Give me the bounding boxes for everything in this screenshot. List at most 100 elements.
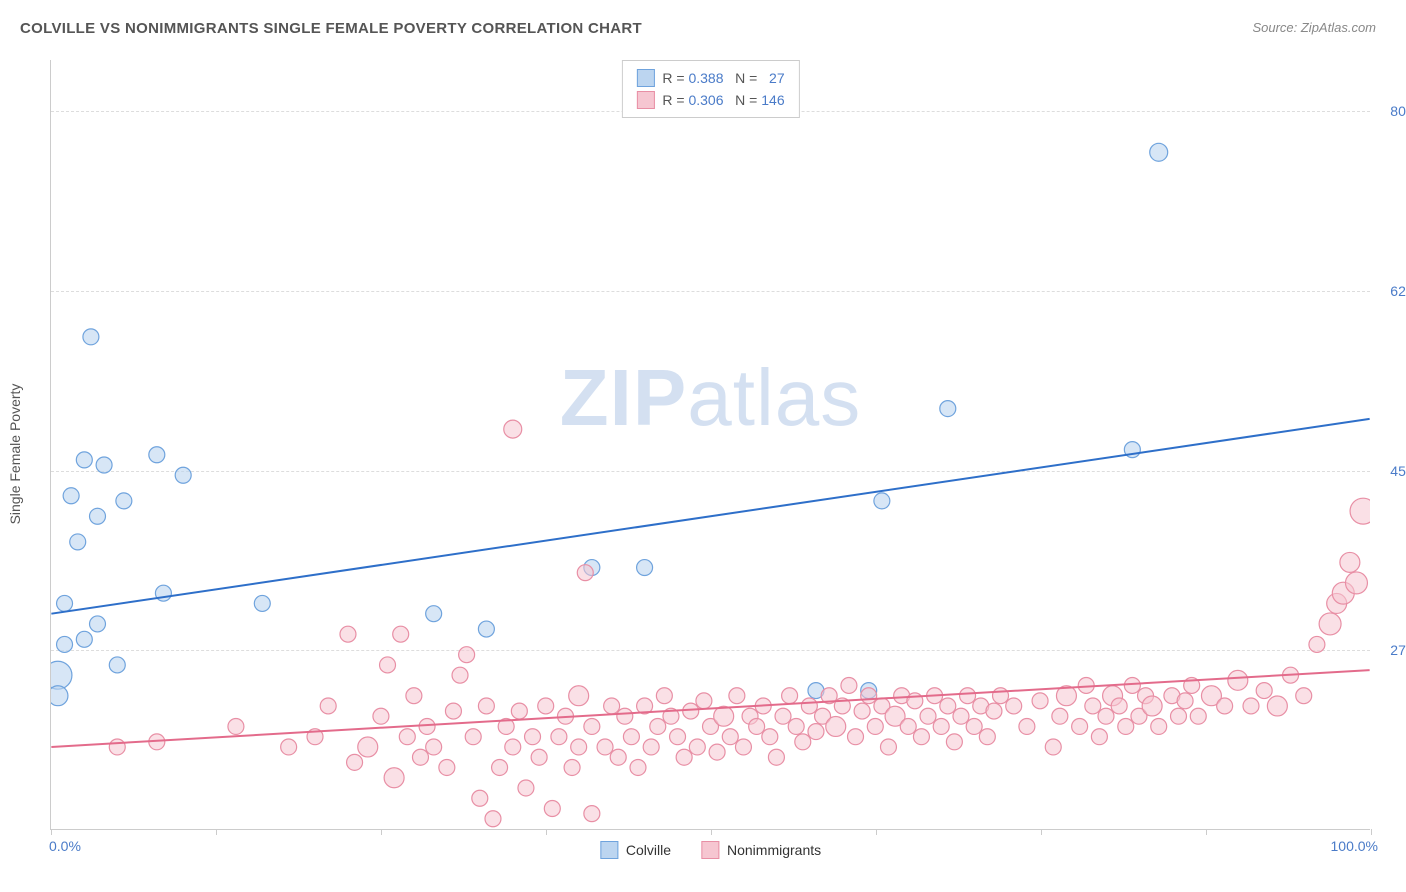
data-point xyxy=(1151,718,1167,734)
data-point xyxy=(900,718,916,734)
data-point xyxy=(689,739,705,755)
x-tick xyxy=(51,829,52,835)
data-point xyxy=(960,688,976,704)
data-point xyxy=(854,703,870,719)
data-point xyxy=(913,729,929,745)
data-point xyxy=(1256,683,1272,699)
data-point xyxy=(406,688,422,704)
data-point xyxy=(1171,708,1187,724)
data-point xyxy=(617,708,633,724)
data-point xyxy=(1006,698,1022,714)
x-tick xyxy=(1041,829,1042,835)
data-point xyxy=(393,626,409,642)
data-point xyxy=(109,657,125,673)
x-tick xyxy=(876,829,877,835)
legend-stat: R = 0.306 N = 146 xyxy=(662,92,784,108)
data-point xyxy=(1190,708,1206,724)
data-point xyxy=(670,729,686,745)
data-point xyxy=(1350,498,1370,524)
data-point xyxy=(358,737,378,757)
data-point xyxy=(472,790,488,806)
data-point xyxy=(584,806,600,822)
data-point xyxy=(801,698,817,714)
data-point xyxy=(709,744,725,760)
legend-top-row: R = 0.306 N = 146 xyxy=(636,89,784,111)
data-point xyxy=(320,698,336,714)
data-point xyxy=(1032,693,1048,709)
data-point xyxy=(551,729,567,745)
legend-label: Nonimmigrants xyxy=(727,842,821,858)
legend-label: Colville xyxy=(626,842,671,858)
data-point xyxy=(848,729,864,745)
data-point xyxy=(399,729,415,745)
data-point xyxy=(841,677,857,693)
x-tick xyxy=(381,829,382,835)
data-point xyxy=(281,739,297,755)
data-point xyxy=(544,801,560,817)
data-point xyxy=(749,718,765,734)
data-point xyxy=(946,734,962,750)
data-point xyxy=(90,508,106,524)
data-point xyxy=(933,718,949,734)
data-point xyxy=(656,688,672,704)
trend-line xyxy=(51,670,1369,747)
data-point xyxy=(445,703,461,719)
data-point xyxy=(478,621,494,637)
source-label: Source: ZipAtlas.com xyxy=(1252,20,1376,35)
data-point xyxy=(729,688,745,704)
data-point xyxy=(70,534,86,550)
data-point xyxy=(966,718,982,734)
data-point xyxy=(782,688,798,704)
data-point xyxy=(1217,698,1233,714)
data-point xyxy=(1045,739,1061,755)
chart-title: COLVILLE VS NONIMMIGRANTS SINGLE FEMALE … xyxy=(20,20,642,37)
data-point xyxy=(940,401,956,417)
data-point xyxy=(538,698,554,714)
data-point xyxy=(788,718,804,734)
x-tick xyxy=(711,829,712,835)
x-tick xyxy=(216,829,217,835)
data-point xyxy=(880,739,896,755)
trend-line xyxy=(51,419,1369,614)
data-point xyxy=(762,729,778,745)
x-tick xyxy=(1206,829,1207,835)
data-point xyxy=(1118,718,1134,734)
data-point xyxy=(419,718,435,734)
y-tick-label: 45.0% xyxy=(1390,463,1406,479)
data-point xyxy=(577,565,593,581)
data-point xyxy=(511,703,527,719)
data-point xyxy=(525,729,541,745)
data-point xyxy=(1019,718,1035,734)
legend-bottom: Colville Nonimmigrants xyxy=(600,841,821,859)
data-point xyxy=(907,693,923,709)
data-point xyxy=(116,493,132,509)
data-point xyxy=(623,729,639,745)
data-point xyxy=(373,708,389,724)
data-point xyxy=(696,693,712,709)
data-point xyxy=(1150,143,1168,161)
scatter-plot-svg xyxy=(51,60,1370,829)
data-point xyxy=(867,718,883,734)
data-point xyxy=(1091,729,1107,745)
legend-top: R = 0.388 N = 27R = 0.306 N = 146 xyxy=(621,60,799,118)
data-point xyxy=(76,631,92,647)
data-point xyxy=(57,636,73,652)
data-point xyxy=(826,716,846,736)
data-point xyxy=(874,493,890,509)
data-point xyxy=(478,698,494,714)
data-point xyxy=(940,698,956,714)
legend-bottom-item: Colville xyxy=(600,841,671,859)
data-point xyxy=(861,688,877,704)
data-point xyxy=(51,686,68,706)
data-point xyxy=(149,447,165,463)
data-point xyxy=(1228,670,1248,690)
data-point xyxy=(683,703,699,719)
data-point xyxy=(676,749,692,765)
data-point xyxy=(340,626,356,642)
data-point xyxy=(439,759,455,775)
data-point xyxy=(1309,636,1325,652)
data-point xyxy=(630,759,646,775)
data-point xyxy=(986,703,1002,719)
data-point xyxy=(384,768,404,788)
legend-swatch xyxy=(636,69,654,87)
